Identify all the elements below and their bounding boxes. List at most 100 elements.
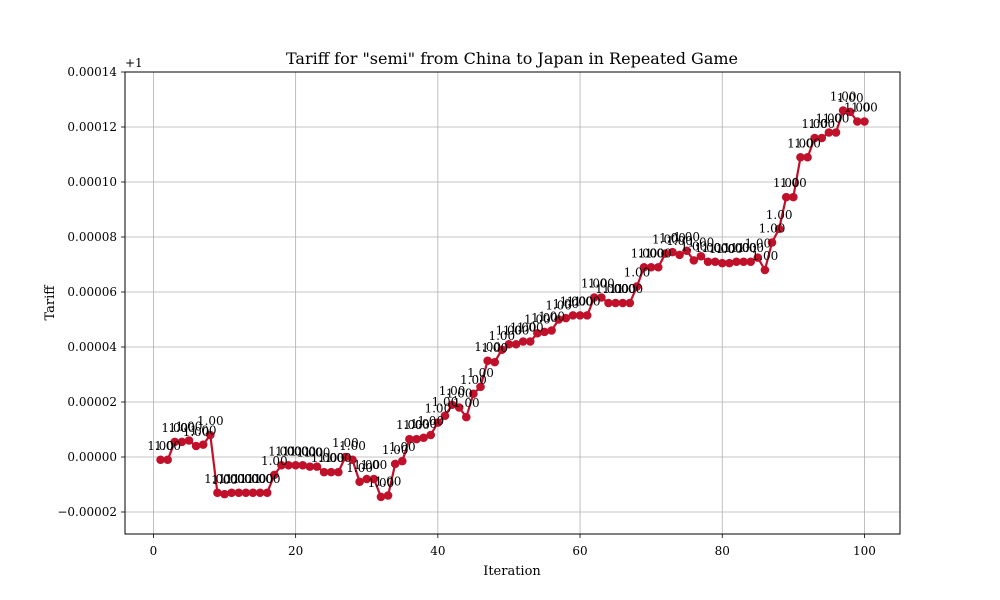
data-point (461, 412, 471, 422)
data-point (426, 430, 436, 440)
data-label: 1.00 (744, 237, 771, 251)
data-point (703, 257, 713, 267)
data-point (533, 328, 542, 338)
data-point (440, 411, 450, 421)
data-point (376, 492, 386, 502)
data-label: 1.00 (823, 112, 850, 126)
y-offset-label: +1 (125, 56, 143, 70)
data-point (213, 488, 222, 498)
data-label: 1.00 (581, 277, 608, 291)
data-label: 1.00 (702, 241, 729, 255)
data-point (312, 462, 322, 471)
data-label: 1.00 (595, 282, 622, 296)
data-label: 1.00 (496, 323, 523, 337)
data-point (341, 452, 350, 462)
data-label: 1.00 (282, 444, 309, 458)
y-tick-label: 0.00010 (67, 175, 117, 189)
data-label: 1.00 (275, 444, 302, 458)
data-label: 1.00 (673, 230, 700, 244)
data-point (668, 247, 677, 257)
data-point (454, 403, 464, 412)
data-point (696, 251, 706, 261)
data-label: 1.00 (510, 321, 537, 335)
data-point (334, 467, 343, 477)
data-label: 1.00 (190, 424, 217, 438)
data-point (177, 437, 187, 447)
data-label: 1.00 (517, 321, 544, 335)
data-points (156, 106, 869, 502)
axis-ticks: 0 20 40 60 80 100 −0.00002 0.00000 0.00002 0.0000… (57, 65, 876, 558)
y-tick-label: 0.00008 (67, 230, 117, 244)
data-label: 1.00 (759, 222, 786, 236)
data-point (568, 311, 578, 320)
data-label: 1.00 (410, 417, 437, 431)
data-point (390, 459, 400, 469)
data-point (803, 152, 812, 162)
data-label: 1.00 (752, 249, 779, 263)
data-label: 1.00 (297, 446, 324, 460)
data-label: 1.00 (659, 231, 686, 245)
data-point (490, 357, 500, 367)
data-label: 1.00 (424, 402, 451, 416)
data-label: 1.00 (474, 340, 501, 354)
chart-title: Tariff for "semi" from China to Japan in… (286, 49, 738, 68)
data-label: 1.00 (247, 472, 274, 486)
x-tick-label: 60 (572, 544, 587, 558)
data-label: 1.00 (531, 311, 558, 325)
y-tick-label: 0.00000 (67, 450, 117, 464)
data-point (248, 488, 258, 498)
data-label: 1.00 (147, 439, 174, 453)
data-point (270, 470, 279, 480)
data-label: 1.00 (403, 418, 430, 432)
data-label: 1.00 (488, 329, 515, 343)
data-point (198, 440, 208, 449)
data-point (845, 107, 855, 117)
data-label: 1.00 (176, 420, 203, 434)
data-label: 1.00 (339, 439, 366, 453)
data-point (355, 477, 364, 487)
data-point (518, 337, 528, 346)
data-label: 1.00 (332, 436, 359, 450)
data-point (838, 106, 848, 115)
data-point (810, 133, 819, 143)
data-label: 1.00 (837, 91, 864, 105)
data-label: 1.00 (631, 246, 658, 260)
data-point (796, 152, 805, 162)
data-label: 1.00 (467, 366, 494, 380)
data-point (860, 117, 869, 126)
data-label: 1.00 (375, 475, 402, 489)
data-point (397, 456, 407, 466)
data-label: 1.00 (318, 451, 345, 465)
data-label: 1.00 (225, 472, 252, 486)
x-tick-label: 40 (430, 544, 445, 558)
data-point (746, 257, 755, 267)
x-tick-label: 100 (853, 544, 876, 558)
data-label: 1.00 (652, 233, 679, 247)
data-point (611, 298, 620, 308)
data-point (561, 313, 571, 323)
data-point (227, 488, 236, 498)
data-point (262, 488, 272, 498)
data-point (170, 437, 180, 447)
data-point (540, 327, 549, 337)
data-label: 1.00 (268, 444, 295, 458)
y-tick-label: 0.00004 (67, 340, 117, 354)
data-label: 1.00 (766, 208, 793, 222)
data-label: 1.00 (261, 454, 288, 468)
data-point (831, 128, 841, 137)
data-point (405, 434, 414, 444)
y-tick-label: 0.00006 (67, 285, 117, 299)
data-point (632, 282, 642, 291)
data-point (824, 128, 834, 137)
data-label: 1.00 (645, 246, 672, 260)
data-label: 1.00 (588, 277, 615, 291)
data-label: 1.00 (851, 101, 878, 115)
y-tick-label: 0.00012 (67, 120, 117, 134)
data-point (646, 262, 656, 272)
data-label: 1.00 (396, 418, 423, 432)
data-point (774, 224, 784, 234)
data-label: 1.00 (560, 294, 587, 308)
data-point (767, 238, 777, 247)
data-label: 1.00 (389, 440, 416, 454)
